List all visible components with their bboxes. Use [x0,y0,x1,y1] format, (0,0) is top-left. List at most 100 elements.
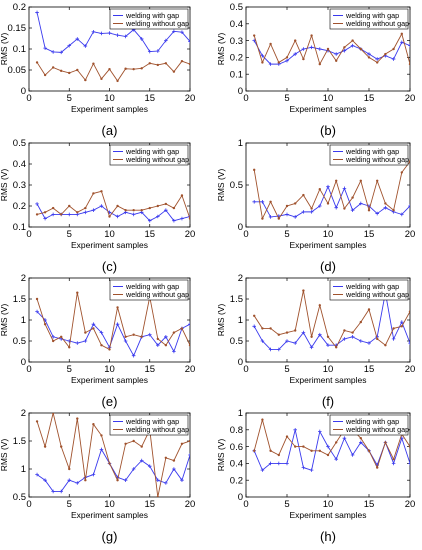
data-point-with-gap [408,341,410,345]
data-point-with-gap [285,339,289,343]
data-point-with-gap [268,215,273,219]
x-tick-label: 10 [104,364,115,375]
data-point-without-gap [43,445,47,448]
series-line-without-gap [253,32,410,66]
data-point-without-gap [277,217,280,220]
data-point-with-gap [131,212,136,217]
data-point-without-gap [148,206,151,210]
data-point-with-gap [408,43,410,48]
data-point-without-gap [35,297,39,301]
x-tick-label: 0 [26,364,31,375]
data-point-with-gap [309,210,314,214]
y-tick-label: 0.4 [230,19,243,30]
data-point-with-gap [164,481,168,485]
data-point-without-gap [261,61,264,64]
data-point-without-gap [51,66,55,69]
data-point-without-gap [124,67,127,70]
data-point-without-gap [140,209,143,212]
data-point-without-gap [35,213,39,216]
plot-area [35,190,190,223]
data-point-without-gap [116,306,119,309]
data-point-without-gap [335,59,338,62]
x-tick-label: 0 [243,499,248,510]
data-point-with-gap [350,335,355,339]
data-point-with-gap [115,33,120,37]
y-axis-label: RMS (V) [0,169,9,202]
x-tick-label: 10 [104,93,115,104]
y-tick-label: 0.2 [13,2,26,13]
data-point-with-gap [123,339,128,343]
data-point-with-gap [180,478,184,482]
legend-box [109,8,189,30]
data-point-without-gap [359,47,362,51]
data-point-without-gap [76,211,79,214]
data-point-without-gap [35,420,39,423]
data-point-without-gap [376,337,379,341]
data-point-with-gap [350,43,355,48]
data-point-with-gap [334,52,338,56]
data-point-without-gap [376,61,379,64]
data-point-with-gap [91,208,96,212]
x-tick-label: 5 [284,499,289,510]
y-tick-label: 0.5 [230,336,243,347]
data-point-without-gap [343,207,346,210]
data-point-with-gap [318,429,322,434]
x-tick-label: 15 [144,93,155,104]
data-point-without-gap [124,335,127,338]
data-point-without-gap [164,456,168,459]
data-point-with-gap [391,337,396,341]
legend-label: welding without gap [345,425,409,434]
data-point-without-gap [92,192,95,195]
y-tick-label: 0 [21,86,26,97]
legend-box [329,144,409,166]
y-tick-label: 0.6 [230,442,243,453]
data-point-without-gap [156,495,159,497]
panel-caption: (d) [320,259,336,274]
data-point-without-gap [318,62,321,66]
y-tick-label: 0.2 [13,201,26,212]
data-point-with-gap [75,481,80,485]
data-point-with-gap [334,205,338,210]
data-point-without-gap [408,160,410,163]
x-tick-label: 0 [243,93,248,104]
y-tick-label: 0.2 [230,53,243,64]
data-point-without-gap [116,479,119,482]
data-point-without-gap [156,63,159,67]
data-point-without-gap [310,335,313,338]
data-point-without-gap [408,310,410,313]
data-point-without-gap [302,445,305,448]
data-point-without-gap [132,333,135,336]
data-point-with-gap [164,208,168,212]
data-point-with-gap [67,212,72,217]
data-point-without-gap [188,439,190,443]
data-point-with-gap [43,46,47,50]
x-tick-label: 20 [185,499,196,510]
x-tick-label: 20 [405,499,416,510]
x-axis-label: Experiment samples [71,104,148,114]
data-point-without-gap [318,449,321,452]
y-tick-label: 0.5 [230,180,243,191]
data-point-with-gap [91,29,96,34]
chart-panel-c: 0 5 10 15 20 0.1 0.2 0.3 0.4 0.5 RMS (V) Experiment… [0,138,195,274]
series-line-without-gap [36,292,190,351]
series-line-without-gap [253,161,410,221]
y-axis-label: RMS (V) [0,304,9,337]
panel-caption: (a) [102,123,118,138]
data-point-without-gap [285,56,289,59]
x-tick-label: 15 [144,499,155,510]
data-point-with-gap [156,343,160,347]
legend-label: welding with gap [345,282,399,291]
data-point-without-gap [108,348,111,351]
x-tick-label: 10 [323,499,334,510]
data-point-with-gap [67,478,72,482]
x-tick-label: 15 [364,364,375,375]
data-point-without-gap [294,202,297,205]
x-tick-label: 10 [323,93,334,104]
data-point-without-gap [68,71,71,75]
data-point-without-gap [302,289,305,292]
data-point-without-gap [172,331,176,334]
x-tick-label: 20 [185,93,196,104]
data-point-with-gap [99,330,104,335]
